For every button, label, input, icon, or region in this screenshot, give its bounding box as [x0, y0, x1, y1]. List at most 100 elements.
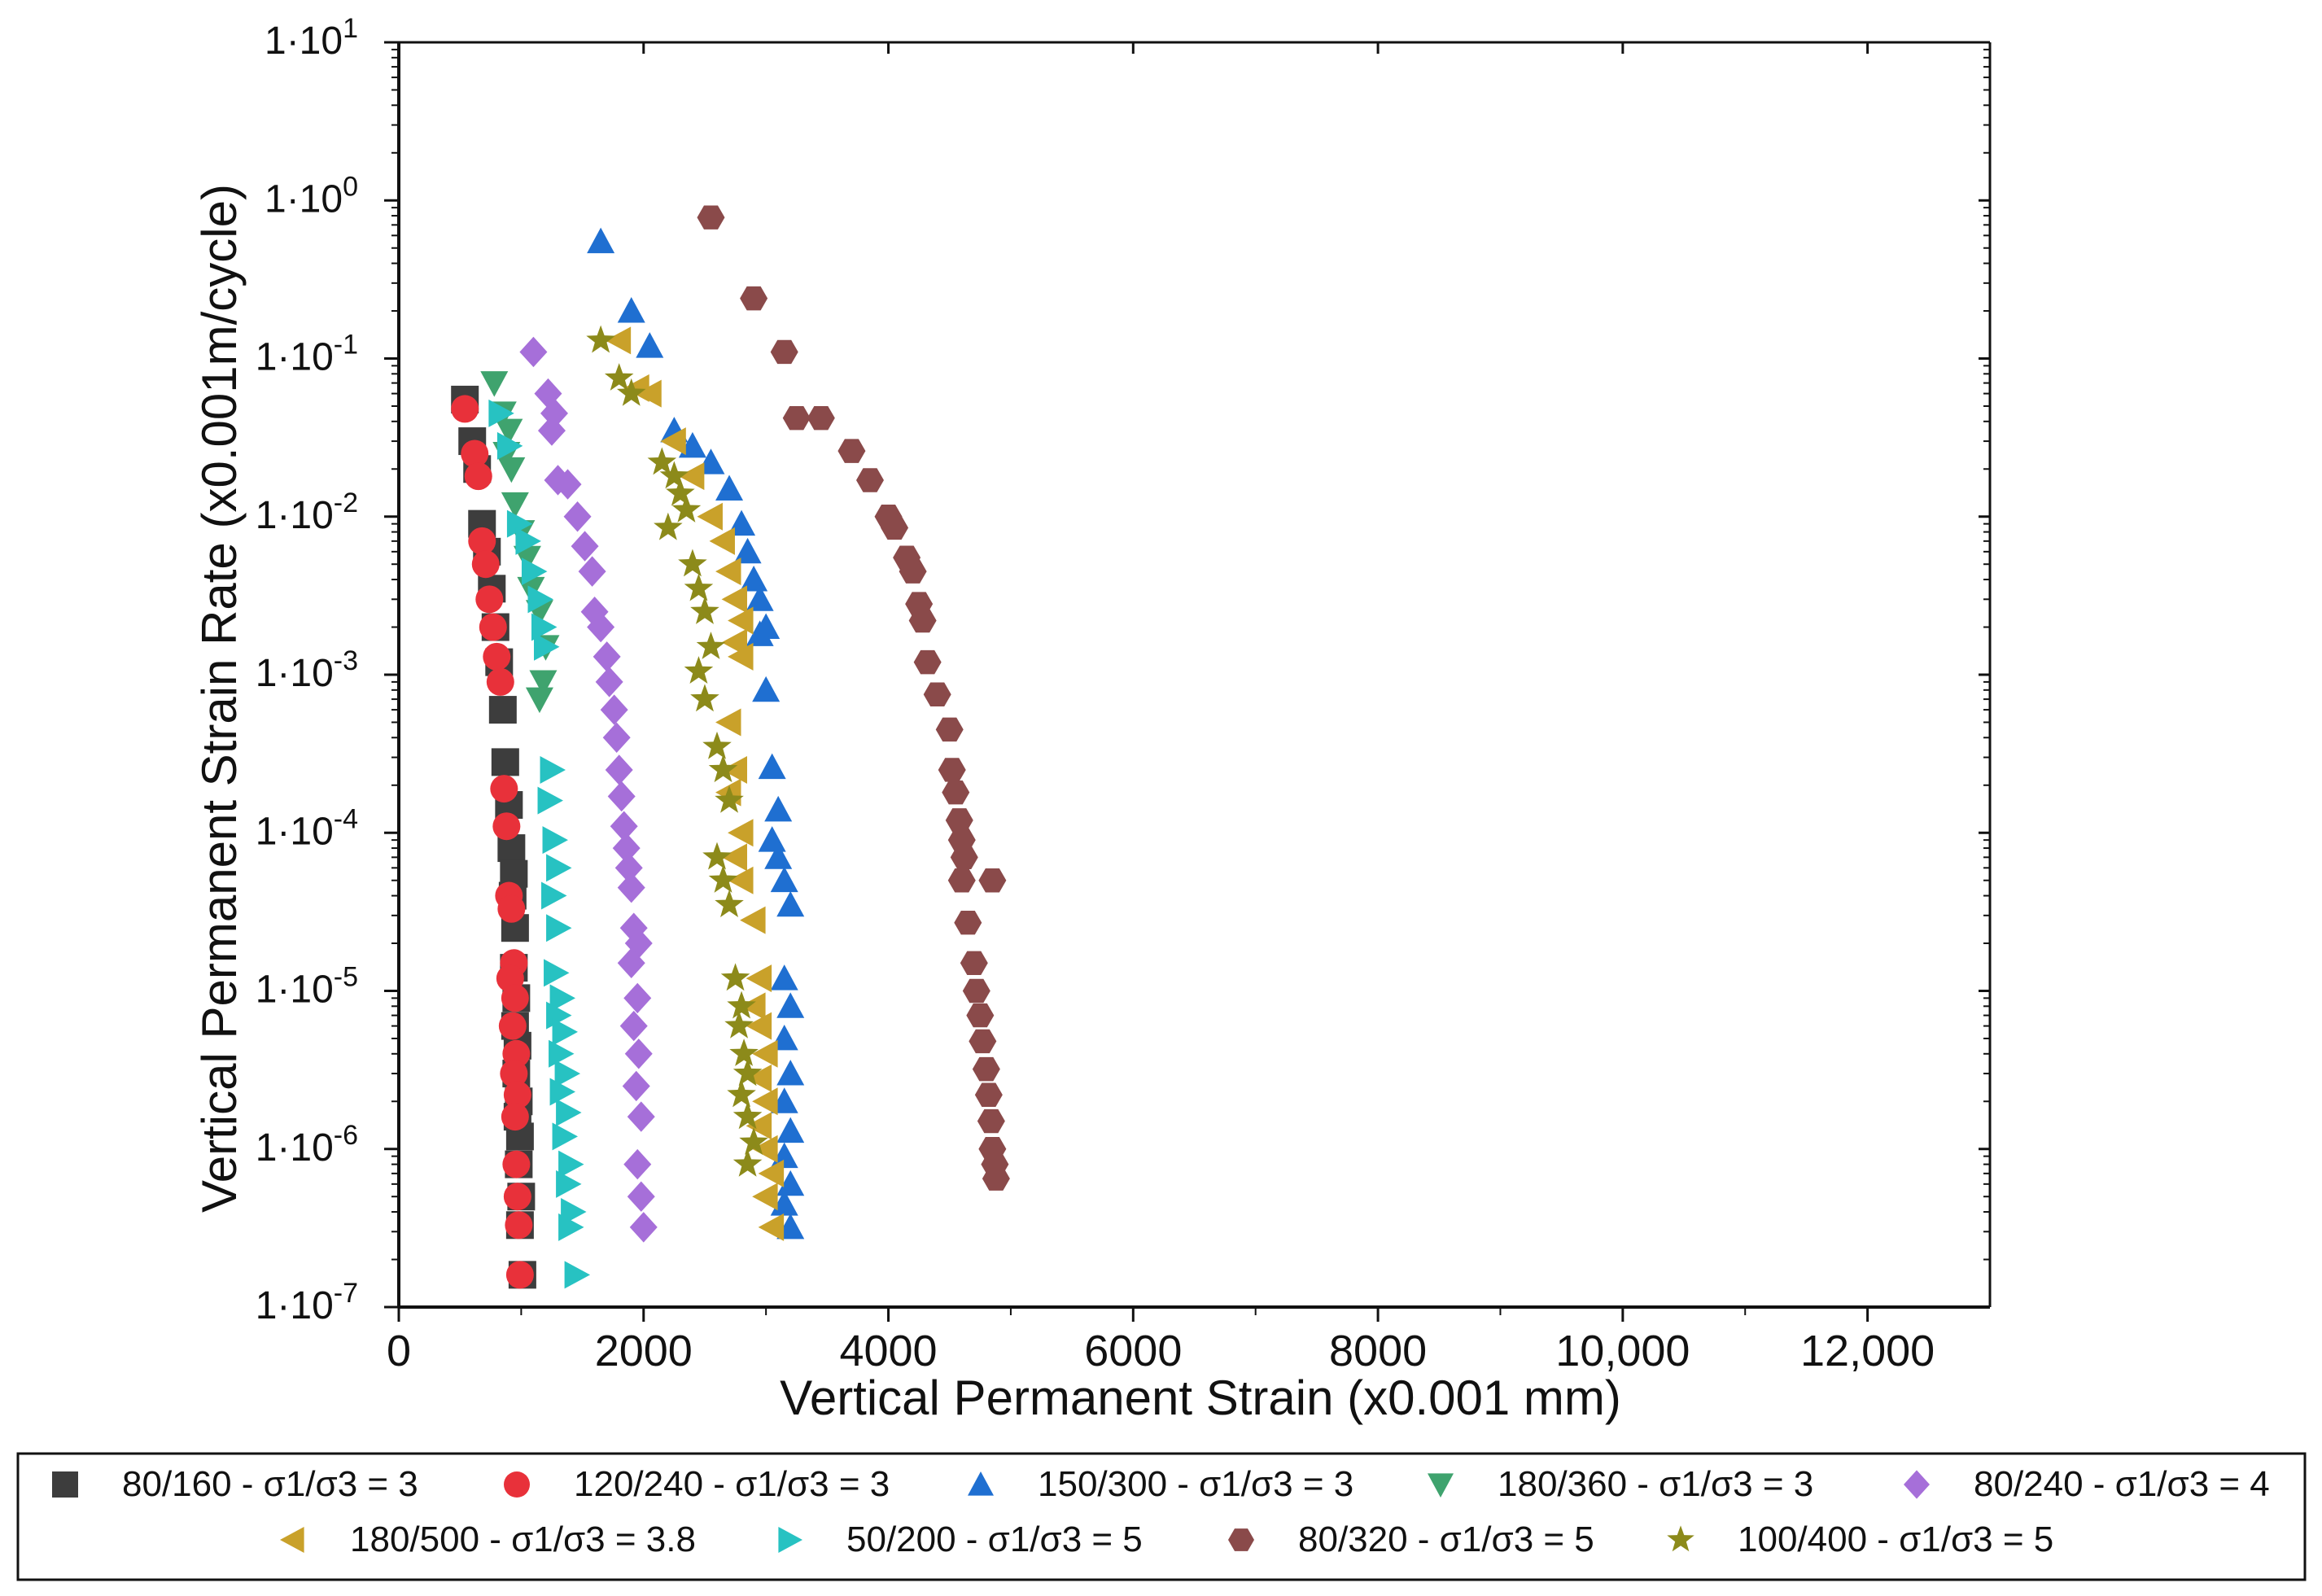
- x-tick-label: 2000: [595, 1327, 693, 1375]
- data-point: [727, 1079, 756, 1108]
- data-point: [746, 585, 774, 611]
- data-point: [702, 842, 732, 870]
- data-point: [503, 1081, 531, 1109]
- data-point: [938, 758, 966, 782]
- data-point: [624, 1038, 653, 1069]
- data-point: [960, 951, 988, 976]
- data-point: [537, 415, 566, 446]
- data-point: [571, 531, 599, 562]
- data-point: [697, 205, 725, 230]
- series-7: [697, 205, 1010, 1191]
- data-point: [534, 632, 560, 661]
- series-8: [586, 325, 768, 1177]
- data-point: [746, 1012, 772, 1040]
- data-point: [552, 1017, 579, 1046]
- data-point: [947, 868, 976, 893]
- data-point: [492, 812, 521, 841]
- data-point: [627, 1101, 655, 1132]
- data-point: [732, 1058, 763, 1087]
- data-point: [740, 286, 768, 311]
- data-point: [527, 585, 553, 614]
- data-point: [529, 670, 558, 696]
- data-point: [942, 780, 970, 805]
- data-point: [617, 947, 645, 978]
- data-point: [554, 1060, 581, 1088]
- data-point: [752, 1039, 778, 1068]
- plot-area: [399, 42, 1990, 1307]
- y-tick-exponent: -7: [334, 1278, 358, 1309]
- data-point: [486, 667, 514, 696]
- data-point: [776, 1170, 805, 1196]
- data-point: [881, 515, 909, 540]
- data-point: [610, 811, 638, 842]
- data-point: [451, 395, 479, 423]
- data-point: [740, 566, 768, 592]
- data-point: [558, 1150, 584, 1178]
- data-point: [556, 1170, 582, 1198]
- data-point: [764, 795, 793, 822]
- y-tick-mantissa: 1·10: [256, 969, 334, 1012]
- data-point: [540, 755, 566, 784]
- data-point: [837, 439, 866, 463]
- data-point: [908, 608, 937, 633]
- data-point: [617, 872, 645, 903]
- legend-label: 50/200 - σ1/σ3 = 5: [846, 1519, 1143, 1559]
- data-point: [969, 1029, 997, 1054]
- data-point: [899, 559, 927, 584]
- data-point: [746, 1064, 772, 1092]
- data-point: [728, 642, 754, 671]
- data-point: [549, 1078, 576, 1106]
- data-point: [776, 992, 805, 1018]
- data-point: [544, 959, 570, 987]
- data-point: [708, 865, 738, 893]
- data-point: [605, 754, 633, 785]
- data-point: [580, 597, 609, 627]
- data-point: [690, 684, 719, 712]
- series-1: [451, 395, 534, 1289]
- data-point: [497, 894, 526, 923]
- data-point: [720, 963, 750, 991]
- y-tick-exponent: -3: [334, 645, 358, 676]
- data-point: [480, 371, 509, 397]
- data-point: [546, 854, 572, 882]
- data-point: [982, 1166, 1010, 1191]
- data-point: [505, 1261, 534, 1289]
- y-tick-label: 1·10-4: [256, 803, 358, 853]
- y-tick-label: 1·10-3: [256, 645, 358, 695]
- legend-label: 150/300 - σ1/σ3 = 3: [1038, 1464, 1353, 1504]
- data-point: [654, 512, 683, 540]
- data-point: [708, 754, 738, 783]
- legend-marker: [1667, 1525, 1694, 1552]
- data-point: [721, 628, 748, 657]
- y-tick-exponent: -1: [334, 330, 358, 361]
- data-point: [715, 785, 744, 813]
- y-tick-mantissa: 1·10: [256, 1284, 334, 1327]
- y-tick-mantissa: 1·10: [256, 336, 334, 379]
- data-point: [521, 558, 548, 586]
- data-point: [729, 1038, 759, 1066]
- plot-background: [399, 42, 1990, 1307]
- data-point: [505, 1211, 533, 1240]
- data-point: [740, 906, 766, 934]
- data-point: [727, 990, 756, 1019]
- data-point: [501, 1103, 529, 1131]
- data-point: [758, 1213, 785, 1241]
- data-point: [776, 1060, 805, 1086]
- data-point: [776, 1117, 805, 1143]
- data-point: [770, 866, 798, 893]
- data-point: [604, 363, 634, 391]
- data-point: [721, 585, 748, 614]
- y-tick-exponent: 0: [343, 171, 358, 202]
- data-point: [974, 1082, 1003, 1107]
- data-point: [549, 984, 576, 1012]
- data-point: [602, 722, 631, 753]
- data-point: [709, 527, 735, 555]
- y-tick-exponent: -5: [334, 962, 358, 993]
- data-point: [740, 992, 766, 1021]
- data-point: [515, 527, 541, 555]
- data-point: [622, 1070, 650, 1102]
- data-point: [556, 1098, 582, 1126]
- data-point: [541, 881, 567, 910]
- data-point: [558, 1213, 584, 1241]
- data-point: [500, 1060, 528, 1088]
